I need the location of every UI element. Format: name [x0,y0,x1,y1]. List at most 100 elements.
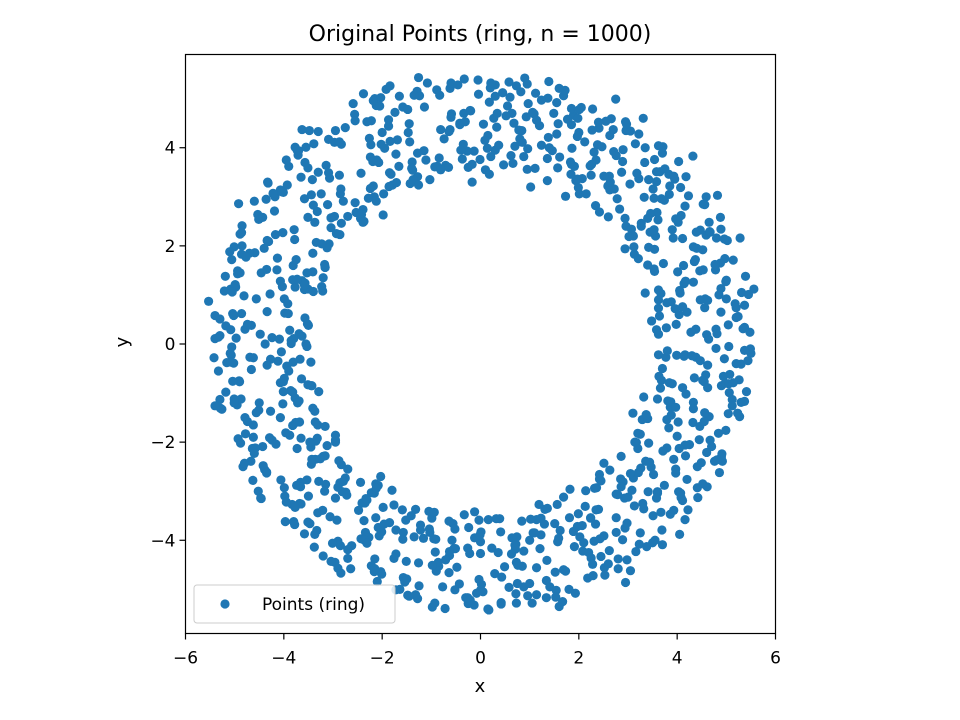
data-point [297,124,307,135]
data-point [271,439,281,449]
data-point [391,525,401,535]
data-point [308,248,318,258]
data-point [580,137,590,147]
data-point [688,417,698,428]
data-point [492,122,502,132]
data-point [283,299,293,309]
data-point [322,440,332,451]
data-point [588,559,598,569]
y-tick-label: −2 [150,433,175,453]
data-point [390,107,400,117]
data-point [677,495,688,506]
data-point [226,325,236,335]
data-point [425,175,435,185]
data-point [398,534,408,544]
data-point [254,398,264,408]
data-point [577,520,587,531]
data-point [304,125,314,136]
data-point [219,286,229,296]
data-point [560,191,571,201]
data-point [519,151,529,162]
data-point [248,475,258,486]
data-point [330,125,341,136]
data-point [453,80,463,90]
data-point [320,486,330,496]
data-point [543,132,553,143]
data-point [648,511,658,521]
data-point [649,154,660,165]
data-point [265,406,276,416]
data-point [702,447,712,458]
data-point [384,181,394,192]
data-point [330,437,341,447]
data-point [284,366,294,376]
data-point [276,475,286,485]
data-point [694,435,704,445]
data-point [590,519,601,529]
data-point [603,559,613,569]
data-point [695,356,705,366]
data-point [530,88,541,98]
data-point [566,169,576,179]
data-point [239,291,249,301]
data-point [721,425,731,435]
data-point [371,196,381,206]
data-point [551,592,561,602]
data-point [447,535,457,545]
y-tick-label: 0 [165,335,176,355]
data-point [712,190,723,200]
data-point [299,529,310,539]
data-point [227,255,237,265]
data-point [350,198,360,208]
data-point [603,212,613,222]
data-point [249,448,259,459]
data-point [551,585,561,595]
data-point [231,333,241,343]
data-point [272,265,282,275]
data-point [586,170,596,180]
x-tick-label: 2 [573,649,584,669]
data-point [711,233,722,243]
data-point [475,530,485,540]
data-point [631,546,641,557]
data-point [478,587,488,597]
data-point [703,295,713,305]
data-point [523,591,533,601]
data-point [672,431,682,441]
data-point [596,551,606,562]
data-point [459,510,469,520]
data-point [653,329,664,339]
data-point [542,153,552,164]
data-point [705,435,715,445]
x-tick-label: −6 [173,649,198,669]
data-point [457,154,467,164]
data-point [296,172,306,182]
data-point [334,170,344,180]
data-point [440,603,450,614]
data-point [235,438,246,448]
data-point [639,192,649,202]
data-point [473,75,483,85]
data-point [613,564,623,574]
data-point [326,223,336,233]
data-point [427,560,437,570]
data-point [728,378,738,388]
data-point [419,102,430,112]
data-point [494,140,504,150]
data-point [290,502,300,512]
data-point [323,134,334,144]
data-point [474,574,484,585]
data-point [486,151,496,162]
data-point [680,515,690,525]
data-point [281,497,291,507]
data-point [692,462,702,472]
x-tick-label: 4 [672,649,683,669]
data-point [587,159,597,170]
data-point [677,302,688,312]
y-tick-label: 4 [165,139,176,159]
data-point [702,330,712,340]
data-point [312,433,322,443]
data-point [385,81,395,91]
data-point [712,455,722,465]
